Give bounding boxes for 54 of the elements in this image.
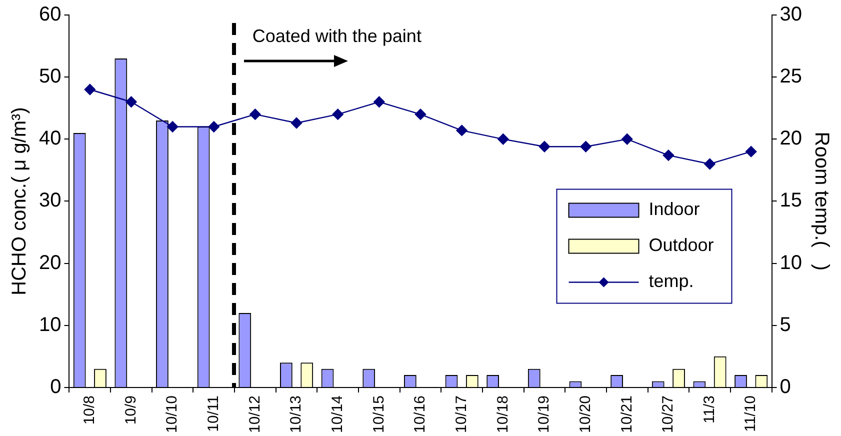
y2-tick-label: 10 <box>780 252 802 274</box>
y-tick-label: 10 <box>38 314 62 336</box>
x-tick-label: 10/20 <box>576 395 594 434</box>
y2-tick-label: 15 <box>780 190 802 212</box>
x-tick-label: 10/10 <box>164 395 181 434</box>
point <box>622 134 633 145</box>
y-tick-label: 60 <box>38 4 62 26</box>
point <box>580 141 592 152</box>
y-tick-label: 40 <box>38 128 62 150</box>
y-tick-label: 50 <box>38 66 62 88</box>
point <box>84 84 96 96</box>
point <box>456 124 468 136</box>
legend-label: temp. <box>648 271 694 292</box>
x-tick-label: 10/19 <box>536 395 553 434</box>
y2-axis-title: Room temp.( ) <box>810 132 832 271</box>
point <box>662 150 674 161</box>
x-tick-label: 10/21 <box>618 395 636 434</box>
x-tick-label: 10/13 <box>288 395 305 434</box>
y-tick-label: 20 <box>38 252 62 274</box>
y-tick-label: 30 <box>38 190 62 212</box>
y2-tick-label: 5 <box>780 314 791 336</box>
x-tick-label: 10/18 <box>494 395 512 434</box>
x-tick-label: 11/10 <box>742 395 760 432</box>
y2-tick-label: 0 <box>780 376 791 398</box>
x-tick-label: 10/9 <box>122 395 140 425</box>
point <box>745 146 757 158</box>
legend-label: Outdoor <box>648 235 714 256</box>
y2-tick-label: 25 <box>780 66 802 88</box>
point <box>166 121 178 132</box>
x-tick-label: 10/15 <box>370 395 388 434</box>
y-tick-label: 0 <box>50 376 62 398</box>
annotation: Coated with the paint <box>252 26 422 46</box>
point <box>414 108 426 120</box>
x-tick-label: 10/12 <box>246 395 264 434</box>
x-tick-label: 10/14 <box>328 395 346 434</box>
point <box>704 158 716 170</box>
y2-tick-label: 20 <box>780 128 802 150</box>
x-tick-label: 10/8 <box>81 395 98 425</box>
y-axis-title: HCHO conc.( μ g/m³) <box>8 107 31 296</box>
x-tick-label: 10/27 <box>660 395 677 434</box>
point <box>498 134 509 145</box>
point <box>332 108 344 120</box>
point <box>126 96 137 108</box>
x-tick-label: 10/16 <box>412 395 429 434</box>
x-tick-label: 10/11 <box>205 395 222 432</box>
point <box>290 117 302 129</box>
point <box>538 141 550 152</box>
point <box>374 96 385 108</box>
x-tick-label: 11/3 <box>700 395 718 424</box>
x-tick-label: 10/17 <box>452 395 470 434</box>
y2-tick-label: 30 <box>780 4 802 26</box>
point <box>250 108 261 120</box>
point <box>208 121 220 132</box>
legend-label: Indoor <box>648 199 700 220</box>
